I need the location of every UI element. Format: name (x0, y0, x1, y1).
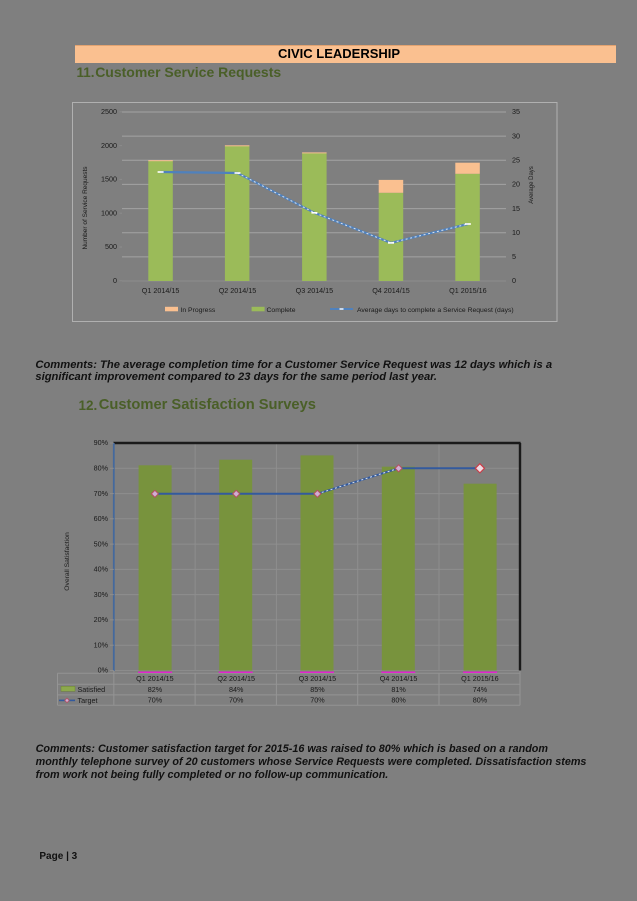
svg-text:Average days to complete a Ser: Average days to complete a Service Reque… (357, 307, 514, 314)
svg-text:Q3 2014/15: Q3 2014/15 (296, 286, 334, 295)
svg-text:74%: 74% (473, 685, 488, 694)
svg-text:20: 20 (512, 180, 520, 189)
svg-text:Q4 2014/15: Q4 2014/15 (380, 674, 418, 683)
svg-text:Complete: Complete (267, 307, 296, 314)
svg-text:1500: 1500 (101, 175, 117, 184)
svg-text:500: 500 (105, 242, 117, 251)
svg-text:Q1 2015/16: Q1 2015/16 (461, 674, 499, 683)
svg-text:In Progress: In Progress (181, 307, 216, 314)
svg-text:1000: 1000 (101, 208, 117, 217)
svg-text:60%: 60% (94, 514, 109, 523)
svg-text:30%: 30% (94, 590, 109, 599)
svg-text:0: 0 (512, 276, 516, 285)
svg-text:80%: 80% (391, 696, 406, 705)
svg-text:25: 25 (512, 156, 520, 165)
svg-text:Q3 2014/15: Q3 2014/15 (299, 674, 337, 683)
svg-text:80%: 80% (94, 464, 109, 473)
svg-text:70%: 70% (148, 696, 163, 705)
svg-text:80%: 80% (473, 696, 488, 705)
svg-text:Target: Target (78, 696, 98, 705)
svg-text:Q1 2015/16: Q1 2015/16 (449, 286, 487, 295)
svg-text:70%: 70% (310, 696, 325, 705)
svg-text:10%: 10% (94, 640, 109, 649)
svg-text:Q1 2014/15: Q1 2014/15 (142, 286, 180, 295)
svg-text:20%: 20% (94, 615, 109, 624)
svg-text:90%: 90% (94, 438, 109, 447)
svg-text:2000: 2000 (101, 141, 117, 150)
svg-text:0%: 0% (98, 666, 109, 675)
svg-text:Q4 2014/15: Q4 2014/15 (372, 286, 410, 295)
svg-text:2500: 2500 (101, 107, 117, 116)
svg-text:82%: 82% (148, 685, 163, 694)
svg-text:Satisfied: Satisfied (78, 685, 106, 694)
svg-text:30: 30 (512, 131, 520, 140)
svg-text:Q2 2014/15: Q2 2014/15 (217, 674, 255, 683)
svg-text:10: 10 (512, 228, 520, 237)
svg-text:0: 0 (113, 276, 117, 285)
svg-text:Average Days: Average Days (529, 166, 535, 204)
svg-text:35: 35 (512, 107, 520, 116)
svg-text:Number of Service Requests: Number of Service Requests (82, 166, 89, 250)
svg-text:84%: 84% (229, 685, 244, 694)
svg-text:Q2 2014/15: Q2 2014/15 (219, 286, 257, 295)
svg-text:50%: 50% (94, 539, 109, 548)
svg-text:Overall Satisfaction: Overall Satisfaction (64, 532, 71, 591)
svg-text:5: 5 (512, 252, 516, 261)
svg-text:Q1 2014/15: Q1 2014/15 (136, 674, 174, 683)
svg-text:70%: 70% (229, 696, 244, 705)
svg-text:70%: 70% (94, 489, 109, 498)
svg-text:15: 15 (512, 204, 520, 213)
svg-text:40%: 40% (94, 565, 109, 574)
svg-text:85%: 85% (310, 685, 325, 694)
svg-text:81%: 81% (391, 685, 406, 694)
